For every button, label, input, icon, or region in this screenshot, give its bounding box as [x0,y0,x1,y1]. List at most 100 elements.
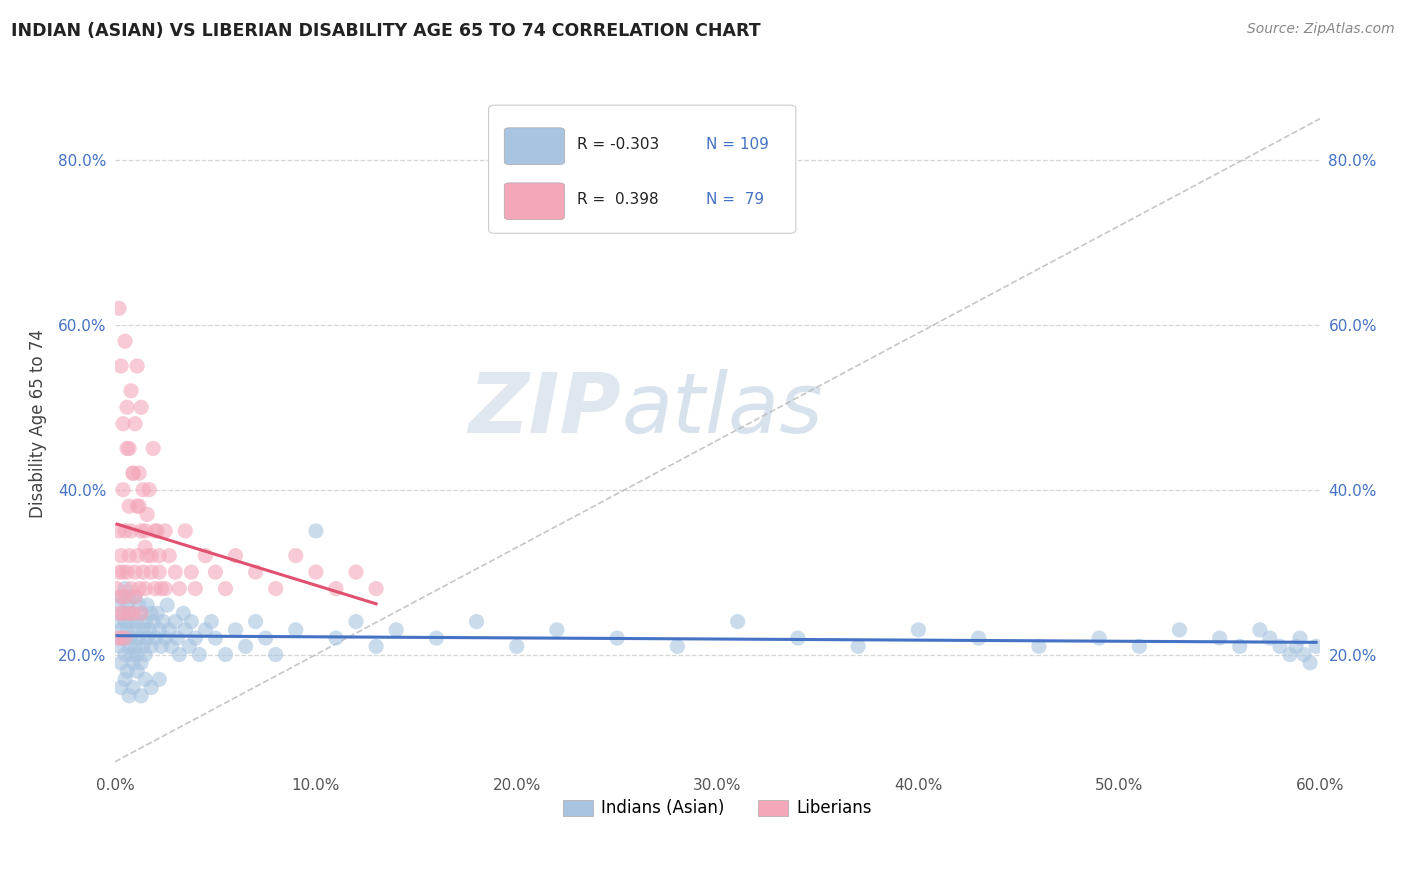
Point [165,615,187,629]
Point [204,565,226,579]
Point [1278,648,1301,662]
Point [128,466,150,480]
Point [506,640,529,654]
Point [606,631,628,645]
Point [127,499,149,513]
Point [138,623,160,637]
Point [128,598,150,612]
Point [325,582,347,596]
Point [141,640,163,654]
Point [1258,631,1281,645]
Point [110,681,132,695]
Point [465,615,488,629]
Point [110,623,132,637]
Point [129,656,152,670]
Point [112,483,135,497]
Legend: Indians (Asian), Liberians: Indians (Asian), Liberians [557,793,879,824]
Point [344,615,367,629]
Point [129,689,152,703]
Point [114,615,136,629]
Point [169,582,191,596]
Point [245,615,267,629]
Point [129,401,152,415]
Point [194,623,217,637]
Point [108,607,131,621]
Point [132,623,155,637]
Point [120,384,142,398]
Point [155,524,177,538]
FancyBboxPatch shape [489,105,796,234]
Point [114,582,136,596]
Point [134,582,156,596]
Point [134,524,156,538]
Point [907,623,929,637]
Point [366,582,388,596]
Point [385,623,408,637]
Point [160,640,183,654]
Point [115,623,138,637]
Point [118,499,141,513]
Point [110,631,132,645]
Point [124,590,146,604]
Point [129,607,152,621]
Point [108,640,131,654]
Point [305,524,328,538]
Point [143,631,166,645]
Point [118,549,141,563]
Point [148,673,170,687]
Point [148,623,170,637]
Point [150,582,173,596]
Point [134,615,156,629]
Point [129,524,152,538]
Point [1168,623,1191,637]
FancyBboxPatch shape [505,128,564,164]
Point [166,631,188,645]
Point [115,401,138,415]
Point [118,689,141,703]
Point [214,582,236,596]
Point [152,615,174,629]
Point [118,590,141,604]
Point [114,631,136,645]
Point [124,590,146,604]
Point [134,541,156,555]
Point [143,524,166,538]
Point [141,681,163,695]
Point [112,417,135,431]
Point [136,508,159,522]
Point [146,607,169,621]
Point [214,648,236,662]
Point [174,623,197,637]
Point [114,524,136,538]
Point [165,565,187,579]
Point [143,582,166,596]
Point [127,664,149,678]
Point [120,524,142,538]
Point [1292,648,1315,662]
Text: R =  0.398: R = 0.398 [576,192,658,207]
Point [1028,640,1050,654]
Point [254,631,277,645]
Text: N =  79: N = 79 [706,192,763,207]
Point [846,640,869,654]
Point [188,648,211,662]
Point [122,466,145,480]
Point [1289,631,1312,645]
Point [128,499,150,513]
Point [134,648,156,662]
Point [122,607,145,621]
Point [546,623,568,637]
Point [284,549,307,563]
Point [110,359,132,373]
Point [105,582,128,596]
Point [148,565,170,579]
Point [112,607,135,621]
Point [141,565,163,579]
Point [112,631,135,645]
Point [120,582,142,596]
Point [727,615,749,629]
Point [141,607,163,621]
Point [136,598,159,612]
Point [122,681,145,695]
Point [1208,631,1230,645]
